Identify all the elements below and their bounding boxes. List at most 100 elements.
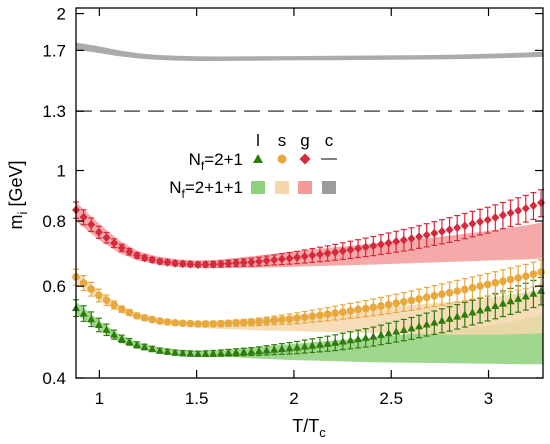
point-l — [529, 289, 538, 297]
point-s — [262, 317, 271, 325]
point-s — [95, 291, 103, 300]
point-l — [163, 347, 172, 355]
point-l — [468, 308, 477, 316]
point-l — [521, 292, 530, 300]
point-s — [323, 310, 332, 318]
point-s — [224, 319, 233, 328]
point-g — [171, 258, 180, 268]
point-s — [529, 270, 538, 279]
point-s — [316, 311, 324, 319]
point-s — [476, 282, 484, 290]
point-g — [476, 217, 485, 227]
point-l — [506, 297, 515, 305]
point-l — [354, 334, 363, 343]
point-l — [262, 346, 271, 354]
legend-marker-g — [299, 153, 311, 165]
point-g — [201, 260, 210, 269]
point-s — [422, 293, 431, 302]
point-g — [270, 255, 279, 265]
point-s — [415, 295, 423, 303]
band-c — [76, 42, 543, 61]
point-s — [102, 296, 111, 305]
point-g — [415, 232, 424, 242]
point-g — [102, 233, 111, 243]
point-g — [247, 257, 256, 267]
x-tick-label: 2 — [289, 389, 298, 408]
point-s — [110, 301, 118, 309]
point-g — [224, 259, 233, 268]
point-l — [384, 329, 393, 337]
point-g — [346, 245, 355, 255]
x-axis-title: T/Tc — [292, 416, 326, 440]
point-g — [392, 237, 401, 246]
point-l — [155, 346, 164, 354]
point-s — [133, 312, 141, 320]
point-g — [239, 258, 248, 267]
point-g — [277, 254, 286, 264]
point-g — [193, 260, 202, 269]
point-l — [308, 341, 317, 349]
point-l — [300, 342, 309, 350]
point-l — [132, 340, 141, 349]
point-s — [209, 320, 218, 328]
point-s — [217, 319, 225, 328]
point-g — [132, 251, 141, 260]
point-g — [94, 227, 103, 237]
point-g — [178, 259, 187, 269]
point-s — [247, 318, 256, 327]
point-l — [193, 349, 202, 358]
point-s — [430, 291, 439, 300]
point-l — [171, 348, 180, 356]
point-l — [460, 310, 469, 318]
point-l — [498, 299, 507, 307]
point-l — [209, 349, 218, 357]
legend-col-c: c — [325, 131, 334, 150]
point-g — [323, 248, 332, 258]
point-s — [293, 314, 301, 322]
point-l — [315, 340, 324, 348]
point-l — [285, 344, 294, 352]
point-l — [224, 348, 233, 356]
point-s — [339, 308, 347, 316]
point-l — [483, 304, 492, 312]
point-l — [392, 327, 401, 335]
point-g — [254, 257, 263, 266]
point-s — [194, 320, 202, 328]
point-g — [125, 247, 134, 257]
point-s — [278, 315, 286, 324]
point-g — [87, 220, 96, 229]
point-l — [369, 332, 378, 340]
point-s — [499, 277, 507, 285]
point-g — [285, 253, 294, 263]
point-l — [338, 337, 347, 345]
point-s — [514, 274, 522, 282]
point-s — [201, 320, 210, 328]
point-g — [117, 243, 126, 253]
y-tick-label: 1.7 — [42, 41, 66, 60]
point-g — [453, 223, 462, 233]
point-s — [171, 318, 179, 327]
legend-swatch-s — [275, 181, 289, 194]
point-l — [186, 349, 195, 357]
point-s — [384, 300, 393, 309]
point-s — [186, 319, 195, 328]
point-g — [361, 242, 370, 252]
point-l — [254, 346, 263, 355]
point-s — [79, 279, 88, 287]
y-axis-title: mi [GeV] — [6, 161, 30, 230]
point-g — [140, 253, 149, 263]
point-g — [315, 249, 324, 259]
point-s — [270, 316, 279, 325]
point-l — [399, 325, 408, 334]
point-l — [110, 330, 119, 338]
point-l — [125, 337, 134, 346]
point-s — [232, 319, 240, 327]
point-l — [376, 330, 385, 338]
point-s — [148, 315, 157, 324]
point-l — [178, 349, 187, 357]
plot-frame — [75, 7, 544, 379]
point-s — [491, 279, 500, 287]
point-g — [110, 238, 119, 248]
y-tick-label: 1 — [57, 162, 66, 181]
